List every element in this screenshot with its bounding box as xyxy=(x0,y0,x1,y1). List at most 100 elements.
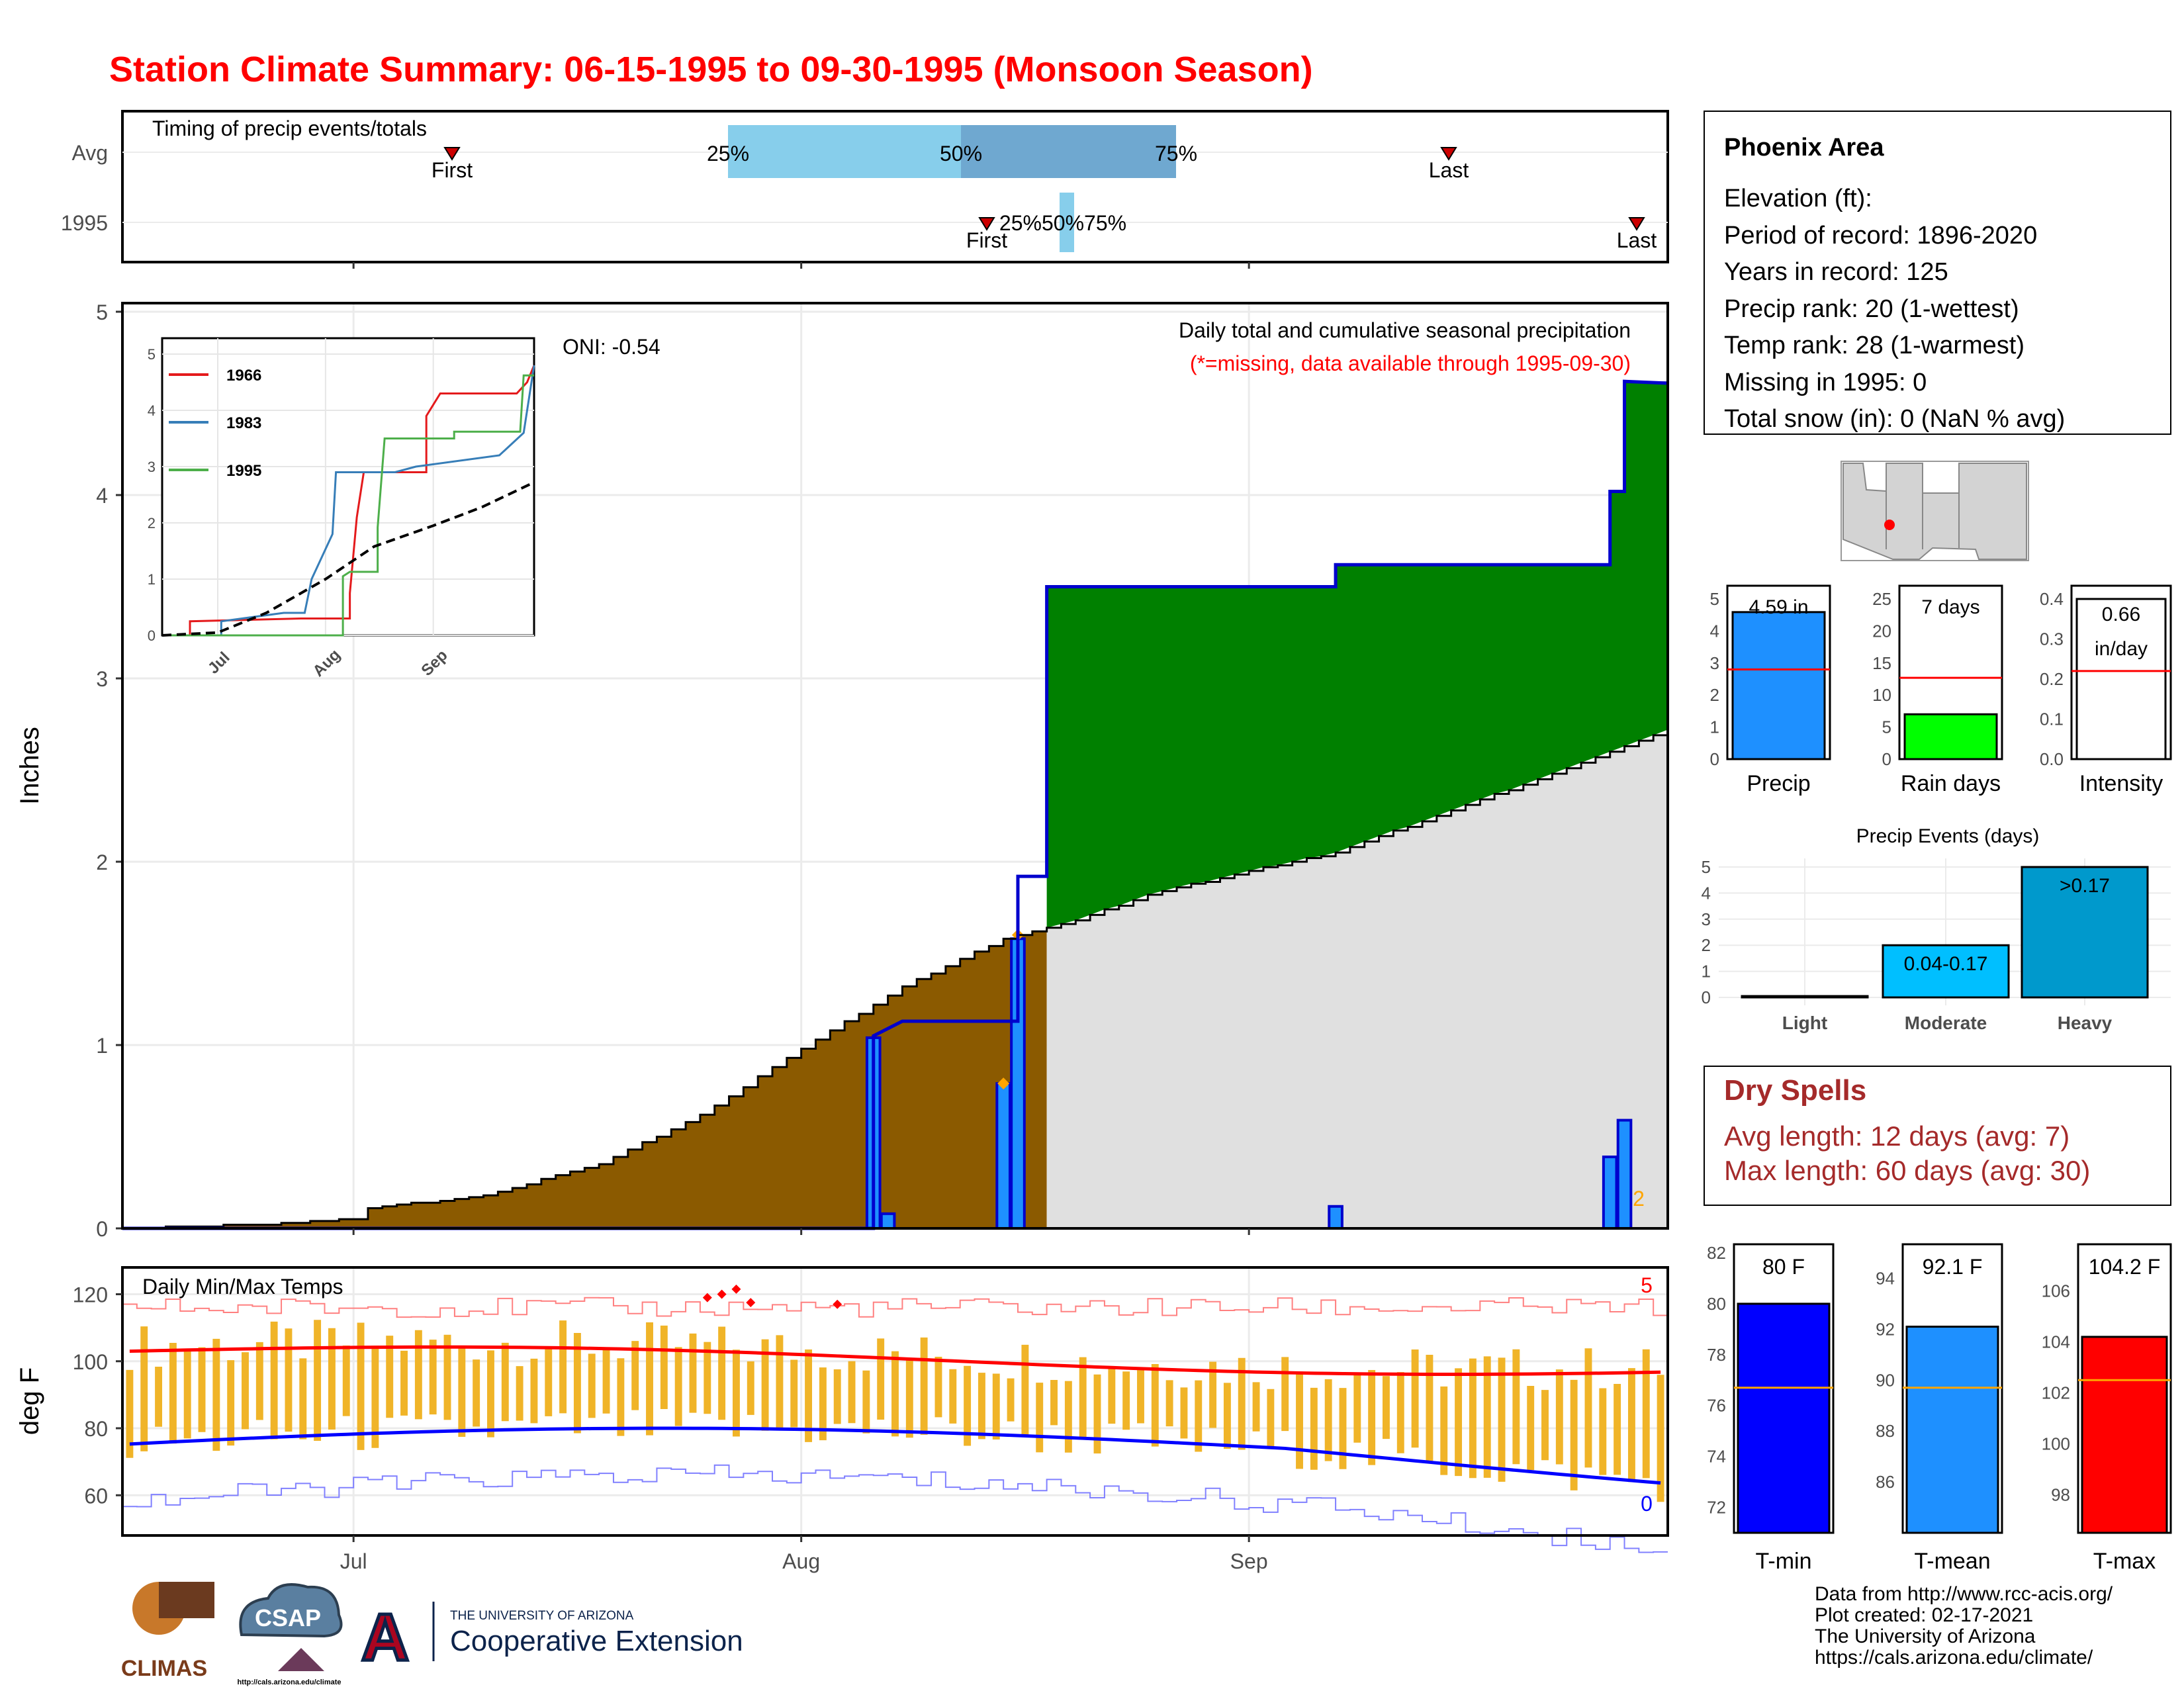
timing-panel: Timing of precip events/totals Avg 1995 … xyxy=(61,110,1669,263)
dry-spells-frame xyxy=(1704,1066,2171,1206)
events-bar-heavy xyxy=(2021,866,2149,999)
temp-summary-category: T-mean xyxy=(1914,1549,1990,1574)
record-high-marker xyxy=(717,1289,727,1299)
temp-summary-charts: 72 74 76 78 80 82 80 F T-min 86 88 90 92 94 92.1 F T-m… xyxy=(1707,1243,2172,1574)
summary-ytick: 0 xyxy=(1710,749,1719,769)
summary-value-label: 7 days xyxy=(1921,596,1979,618)
summary-bar-0 xyxy=(1731,611,1826,760)
summary-value-label: 4.59 in xyxy=(1749,596,1808,618)
timing-current-last: Last xyxy=(1617,228,1657,252)
timing-quartile-25-50 xyxy=(728,125,961,178)
timing-current-last-marker xyxy=(1628,217,1645,231)
info-line-period: Period of record: 1896-2020 xyxy=(1724,222,2037,250)
events-category-label: Heavy xyxy=(2058,1013,2113,1033)
inset-line-1966 xyxy=(162,365,535,637)
summary-ytick: 5 xyxy=(1710,589,1719,609)
avg-max-line xyxy=(129,1345,1661,1377)
events-bar-light xyxy=(1741,995,1869,999)
temp-panel-title: Daily Min/Max Temps xyxy=(142,1275,343,1299)
timing-row-current: 1995 xyxy=(61,211,108,235)
temp-summary-ytick: 104 xyxy=(2042,1332,2070,1352)
events-bar-label: >0.17 xyxy=(2060,875,2110,897)
timing-current-quartile-text: 25%50%75% xyxy=(999,211,1126,235)
temp-y-ticks: 60 80 100 120 xyxy=(73,1283,122,1508)
daily-precip-bar xyxy=(1616,1119,1633,1230)
temp-summary-category: T-min xyxy=(1756,1549,1812,1574)
summary-ytick: 4 xyxy=(1710,621,1719,641)
summary-ytick: 1 xyxy=(1710,717,1719,737)
timing-quartile-50-75 xyxy=(961,125,1176,178)
precip-ytick-label: 2 xyxy=(96,850,108,874)
precip-ytick-label: 0 xyxy=(96,1217,108,1241)
summary-bar-1 xyxy=(1903,713,1998,760)
avg-min-line xyxy=(129,1426,1661,1485)
timing-title: Timing of precip events/totals xyxy=(152,116,427,140)
map-region xyxy=(1843,463,2027,560)
daily-precip-bar xyxy=(995,1082,1011,1230)
timing-avg-first-marker xyxy=(443,147,461,161)
summary-category-label: Precip xyxy=(1747,771,1810,796)
avg-cumulative-line xyxy=(122,729,1669,1230)
temp-summary-ytick: 90 xyxy=(1876,1370,1895,1390)
summary-bar-charts: 0 1 2 3 4 5 4.59 in Precip 0 5 10 15 20 25 7 days Rain … xyxy=(1710,584,2172,796)
precip-fill-layer xyxy=(122,381,1668,1228)
time-xtick-label: Jul xyxy=(340,1549,367,1573)
temp-summary-ytick: 72 xyxy=(1707,1498,1726,1518)
temp-summary-ytick: 80 xyxy=(1707,1294,1726,1314)
footer-line-url: https://cals.arizona.edu/climate/ xyxy=(1815,1647,2093,1668)
temp-summary-value: 80 F xyxy=(1762,1255,1805,1279)
summary-category-label: Intensity xyxy=(2079,771,2163,796)
dry-spells-box: Dry Spells Avg length: 12 days (avg: 7) … xyxy=(1704,1066,2171,1206)
precip-y-axis-label: Inches xyxy=(15,727,44,805)
events-ytick: 5 xyxy=(1702,857,1711,877)
temp-y-axis-label: deg F xyxy=(15,1367,44,1435)
summary-ytick: 10 xyxy=(1872,685,1891,705)
missing-count: 2 xyxy=(1633,1187,1645,1211)
temp-ytick-label: 60 xyxy=(84,1484,108,1508)
timing-avg-first: First xyxy=(432,158,473,182)
temp-summary-ytick: 82 xyxy=(1707,1243,1726,1263)
page-title: Station Climate Summary: 06-15-1995 to 0… xyxy=(109,50,1313,89)
summary-ytick: 2 xyxy=(1710,685,1719,705)
record-high-marker xyxy=(702,1293,712,1303)
inset-grid xyxy=(162,338,534,636)
precip-ytick-label: 1 xyxy=(96,1034,108,1058)
footer-line-date: Plot created: 02-17-2021 xyxy=(1815,1604,2033,1626)
summary-ytick: 0.1 xyxy=(2040,709,2064,729)
summary-value-label: 0.66 xyxy=(2102,604,2140,625)
temp-summary-ytick: 98 xyxy=(2051,1485,2070,1504)
info-line-years: Years in record: 125 xyxy=(1724,258,1948,286)
inset-ytick: 1 xyxy=(148,571,156,588)
temp-summary-ytick: 86 xyxy=(1876,1472,1895,1492)
avg-cumulative-area-before xyxy=(122,927,1047,1228)
locator-map xyxy=(1841,461,2029,561)
events-ytick: 1 xyxy=(1702,962,1711,982)
summary-ytick: 0.3 xyxy=(2040,629,2064,649)
ua-block-a-icon: A xyxy=(361,1600,409,1674)
info-line-elevation: Elevation (ft): xyxy=(1724,185,1872,212)
summary-ytick: 0.2 xyxy=(2040,669,2064,689)
info-frame xyxy=(1704,111,2171,435)
timing-avg-q50: 50% xyxy=(940,142,982,165)
station-name: Phoenix Area xyxy=(1724,134,1884,161)
oni-label: ONI: -0.54 xyxy=(563,335,660,359)
dry-spells-avg: Avg length: 12 days (avg: 7) xyxy=(1724,1120,2070,1152)
summary-ytick: 3 xyxy=(1710,653,1719,673)
missing-marker xyxy=(997,1077,1010,1090)
temp-summary-ytick: 100 xyxy=(2042,1434,2070,1453)
csap-cloud-icon xyxy=(239,1583,343,1638)
record-high-marker xyxy=(833,1299,842,1309)
csap-url: http://cals.arizona.edu/climate xyxy=(237,1678,341,1686)
temp-summary-bar-2 xyxy=(2081,1336,2168,1534)
temp-summary-ytick: 92 xyxy=(1876,1319,1895,1339)
temp-ytick-label: 100 xyxy=(73,1350,108,1374)
record-high-marker xyxy=(746,1298,756,1308)
summary-ytick: 0 xyxy=(1882,749,1891,769)
summary-ytick: 0.4 xyxy=(2040,589,2064,609)
temp-summary-ytick: 74 xyxy=(1707,1447,1726,1467)
inset-lines xyxy=(161,365,535,637)
temp-summary-ytick: 76 xyxy=(1707,1396,1726,1416)
inset-ytick: 5 xyxy=(148,346,156,363)
